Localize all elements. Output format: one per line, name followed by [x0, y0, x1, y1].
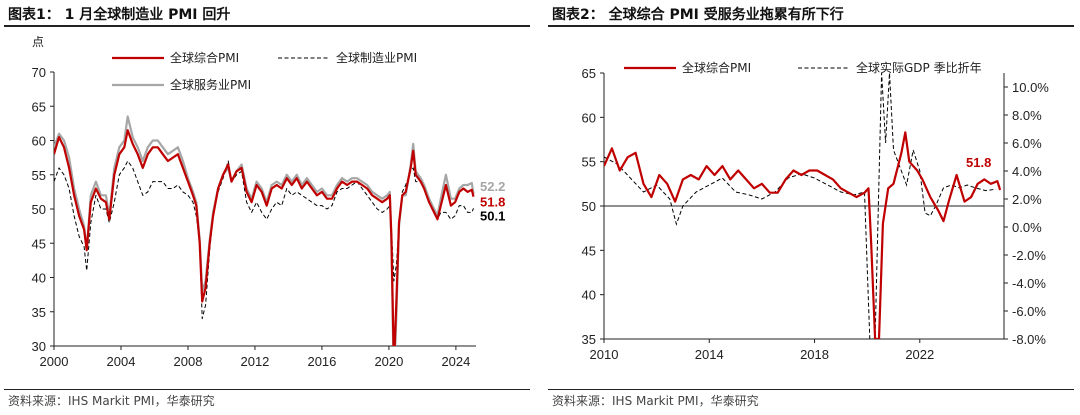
y2-tick-label: 8.0%	[1012, 108, 1042, 123]
y-tick-label: 50	[32, 202, 46, 217]
y-axis-unit: 点	[32, 35, 44, 49]
x-tick-label: 2024	[441, 354, 470, 369]
y-tick-label: 45	[32, 236, 46, 251]
y2-tick-label: 2.0%	[1012, 192, 1042, 207]
y-tick-label: 55	[582, 155, 596, 170]
x-tick-label: 2012	[240, 354, 269, 369]
composite-pmi-line	[604, 131, 1002, 339]
y-tick-label: 35	[32, 305, 46, 320]
source-note-2: 资料来源：IHS Markit PMI，华泰研究	[552, 394, 759, 408]
legend-label-gdp: 全球实际GDP 季比折年	[856, 60, 982, 75]
source-rule	[4, 389, 530, 390]
chart-panel-2: 图表2： 全球综合 PMI 受服务业拖累有所下行 35 40 45 50 55 60 65 -…	[548, 0, 1078, 415]
source-rule	[548, 389, 1074, 390]
x-tick-label: 2008	[174, 354, 203, 369]
manufacturing-pmi-line	[54, 160, 474, 320]
legend-label-manufacturing: 全球制造业PMI	[336, 50, 417, 65]
y-tick-label: 70	[32, 65, 46, 80]
x-tick-label: 2022	[905, 347, 934, 362]
y-tick-label: 55	[32, 168, 46, 183]
manufacturing-pmi-chart: 点 30 35 40 45 50 55 60 65 70 2000 2004 2008 2012 2016 2…	[32, 35, 506, 369]
chart-panel-1: 图表1： 1 月全球制造业 PMI 回升 点 30 35 40 45 50 55 60 65 70…	[4, 0, 534, 415]
chart-title-2: 图表2： 全球综合 PMI 受服务业拖累有所下行	[552, 7, 844, 23]
y-tick-label: 40	[582, 288, 596, 303]
chart-title-1: 图表1： 1 月全球制造业 PMI 回升	[8, 7, 231, 23]
end-label-composite: 51.8	[480, 195, 505, 210]
y2-tick-label: -4.0%	[1012, 276, 1046, 291]
end-label-manufacturing: 50.1	[480, 208, 505, 223]
y-tick-label: 65	[582, 66, 596, 81]
y2-tick-label: -8.0%	[1012, 332, 1046, 347]
legend-label-composite: 全球综合PMI	[682, 60, 751, 75]
x-tick-label: 2016	[307, 354, 336, 369]
y2-tick-label: 0.0%	[1012, 220, 1042, 235]
y-tick-label: 50	[582, 199, 596, 214]
legend-label-services: 全球服务业PMI	[170, 77, 251, 92]
y-tick-label: 40	[32, 271, 46, 286]
y-tick-label: 45	[582, 243, 596, 258]
y-tick-label: 35	[582, 332, 596, 347]
source-note-1: 资料来源：IHS Markit PMI，华泰研究	[8, 394, 215, 408]
y2-tick-label: -2.0%	[1012, 248, 1046, 263]
y2-tick-label: -6.0%	[1012, 304, 1046, 319]
x-tick-label: 2020	[374, 354, 403, 369]
composite-pmi-gdp-chart: 35 40 45 50 55 60 65 -8.0% -6.0% -4.0% -2.0% 0.0% 2.…	[582, 60, 1050, 362]
end-label-composite: 51.8	[966, 155, 991, 170]
x-tick-label: 2000	[40, 354, 69, 369]
x-tick-label: 2010	[590, 347, 619, 362]
title-rule	[4, 25, 530, 27]
x-tick-label: 2004	[107, 354, 136, 369]
y2-tick-label: 6.0%	[1012, 136, 1042, 151]
gdp-growth-line	[604, 72, 997, 339]
title-rule	[548, 25, 1074, 27]
y-tick-label: 60	[582, 110, 596, 125]
composite-pmi-line	[54, 129, 475, 346]
y-tick-label: 30	[32, 339, 46, 354]
y2-tick-label: 4.0%	[1012, 164, 1042, 179]
end-label-services: 52.2	[480, 179, 505, 194]
x-tick-label: 2018	[800, 347, 829, 362]
legend-label-composite: 全球综合PMI	[170, 50, 239, 65]
y2-tick-label: 10.0%	[1012, 80, 1049, 95]
y-tick-label: 60	[32, 134, 46, 149]
x-tick-label: 2014	[695, 347, 724, 362]
y-tick-label: 65	[32, 99, 46, 114]
